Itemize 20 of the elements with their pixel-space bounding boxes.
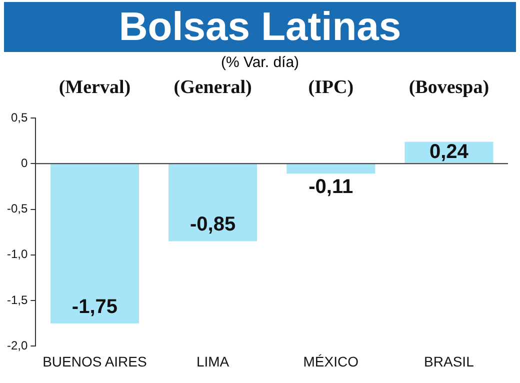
x-tick-label: LIMA (196, 353, 230, 370)
data-label: -1,75 (72, 296, 118, 318)
data-label: -0,11 (308, 176, 354, 198)
x-tick-label: BUENOS AIRES (42, 353, 147, 370)
text: (Bovespa) (408, 76, 490, 98)
text: (Merval) (58, 76, 131, 98)
text: (General) (174, 76, 252, 98)
y-tick-label: -0,5 (6, 202, 28, 216)
x-tick-label: MÉXICO (303, 353, 359, 370)
y-tick-label: 0,5 (10, 110, 28, 124)
text: (IPC) (308, 76, 354, 98)
y-tick-label: 0 (20, 156, 28, 170)
x-tick-label: BRASIL (424, 353, 474, 370)
chart-title: Bolsas Latinas (4, 2, 516, 52)
y-tick-label: -1,0 (6, 247, 28, 262)
chart-subtitle: (% Var. día) (220, 53, 300, 73)
y-tick-label: -2,0 (6, 338, 28, 353)
data-label: -0,85 (190, 214, 236, 236)
y-tick-label: -1,5 (6, 292, 28, 307)
data-label: 0,24 (429, 141, 470, 164)
